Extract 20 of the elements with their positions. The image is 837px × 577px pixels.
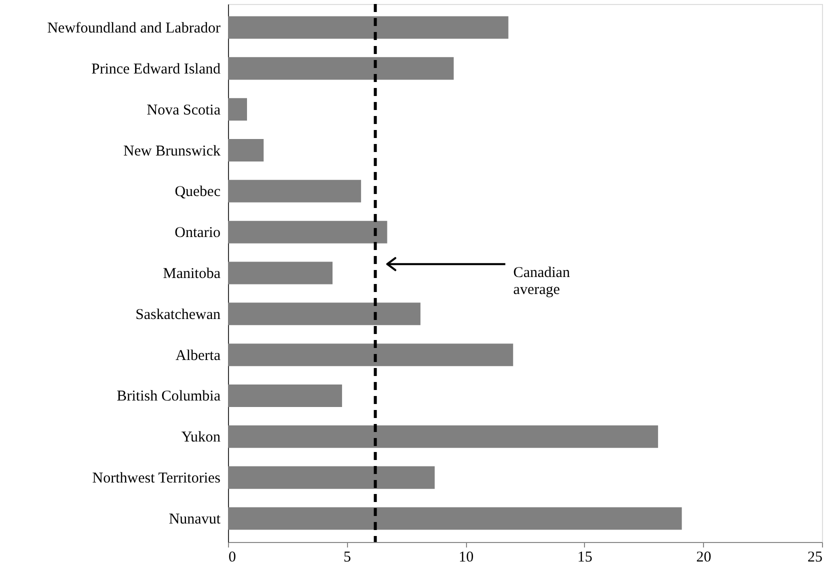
y-tick-label: Prince Edward Island xyxy=(91,61,221,78)
y-tick-label: Quebec xyxy=(174,184,221,200)
y-tick-label: Ontario xyxy=(174,225,220,242)
y-tick-label: Nunavut xyxy=(168,511,222,528)
x-tick-label: 15 xyxy=(577,550,592,566)
y-tick-label: Alberta xyxy=(176,348,221,364)
x-tick-label: 0 xyxy=(228,550,236,566)
x-tick-label: 5 xyxy=(344,550,352,566)
y-tick-label: Yukon xyxy=(181,430,221,446)
y-tick-label: Northwest Territories xyxy=(92,470,221,487)
y-tick-label: Newfoundland and Labrador xyxy=(47,20,220,37)
y-tick-label: Saskatchewan xyxy=(136,306,221,323)
ref-line-label: Canadian average xyxy=(513,265,570,298)
y-tick-label: New Brunswick xyxy=(123,143,221,160)
y-tick-label: Manitoba xyxy=(163,266,221,282)
y-tick-label: British Columbia xyxy=(116,388,221,405)
x-tick-label: 20 xyxy=(696,550,712,566)
x-tick-label: 25 xyxy=(808,550,822,566)
y-tick-label: Nova Scotia xyxy=(146,102,221,118)
x-tick-label: 10 xyxy=(458,550,474,566)
